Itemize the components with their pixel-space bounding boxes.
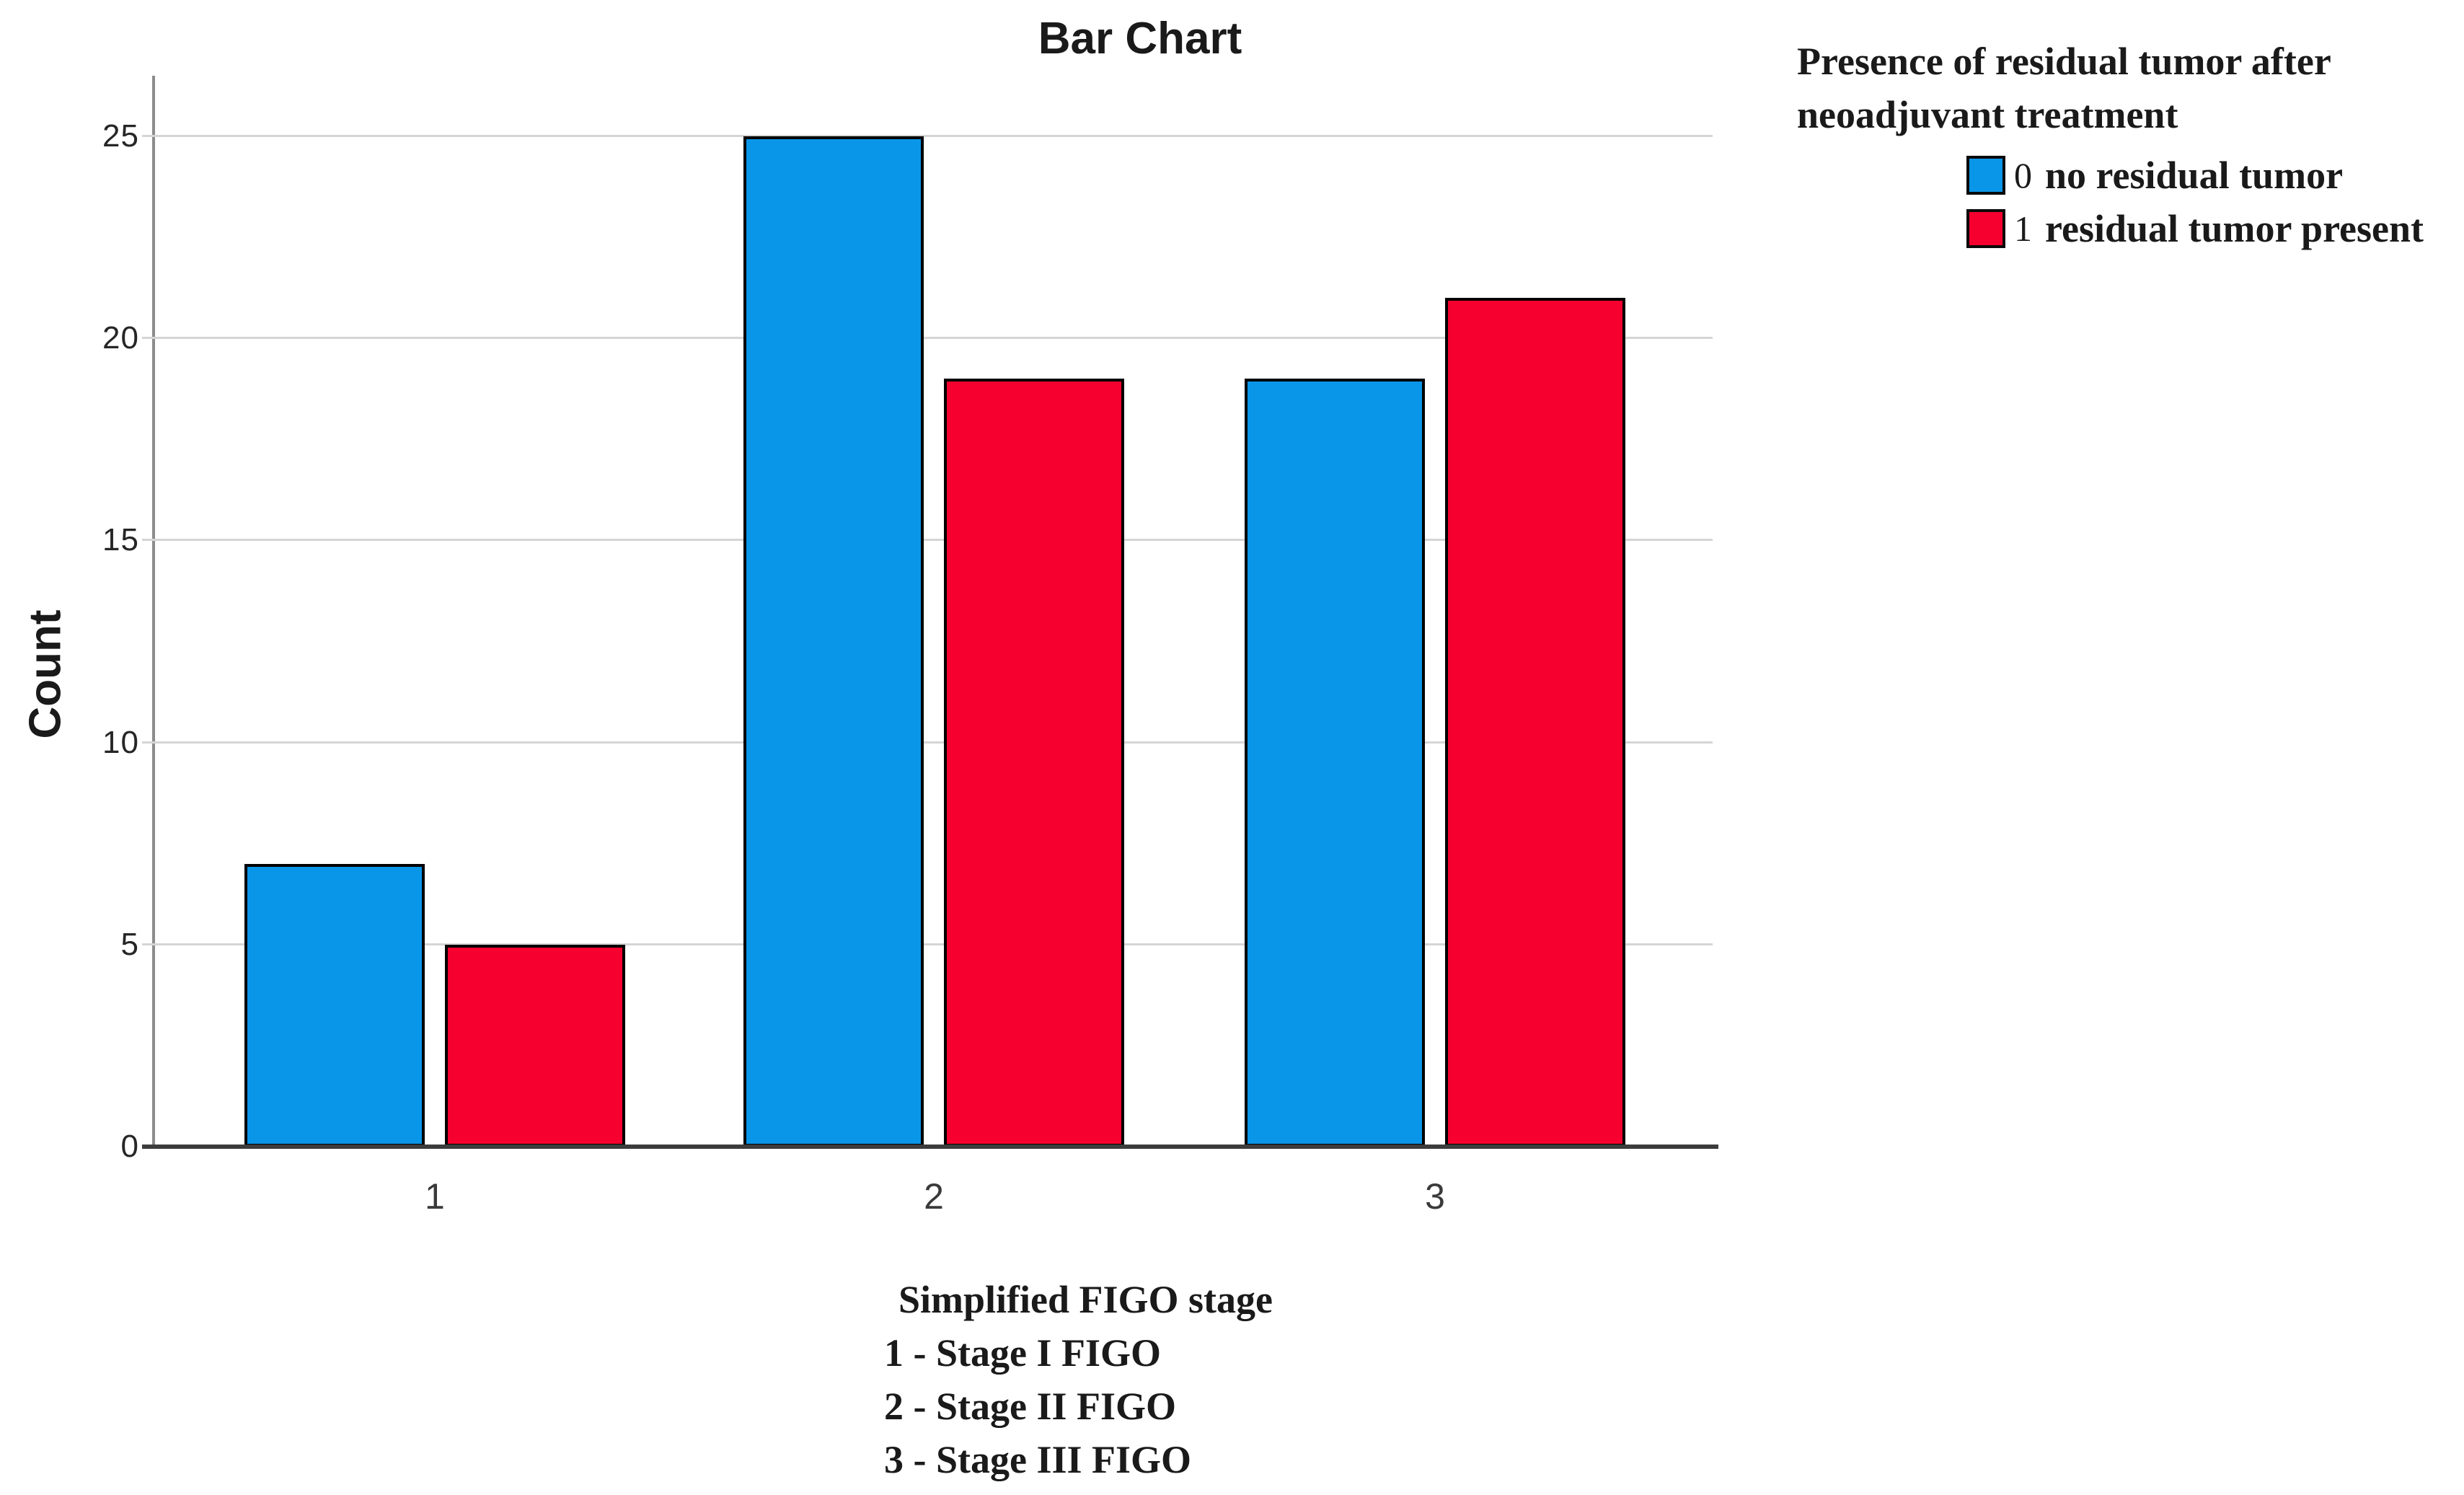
legend-swatch-blue-icon [1966,156,2005,195]
bar-stage1-series1 [444,945,625,1147]
y-tick-label-10: 10 [102,724,139,760]
legend-item-code: 1 [2014,208,2032,249]
chart-title: Bar Chart [1038,14,1242,63]
legend-items: 0 no residual tumor 1 residual tumor pre… [1797,153,2464,251]
x-tick-label-2: 2 [924,1176,944,1217]
y-tick-label-20: 20 [102,320,139,356]
y-tick-label-5: 5 [120,926,139,962]
y-tick-label-15: 15 [102,522,139,558]
gridline-10 [142,741,1713,744]
bar-stage2-series1 [944,379,1124,1147]
legend-item-residual-tumor-present: 1 residual tumor present [1966,206,2464,251]
gridline-20 [142,337,1713,340]
gridline-5 [142,943,1713,945]
x-tick-label-1: 1 [425,1176,445,1217]
legend: Presence of residual tumor after neoadju… [1797,35,2464,260]
legend-item-label: residual tumor present [2045,207,2424,250]
legend-title: Presence of residual tumor after neoadju… [1797,35,2464,141]
plot-area [142,76,1713,1147]
legend-title-line-1: Presence of residual tumor after [1797,40,2331,83]
x-axis-line [142,1145,1718,1149]
legend-title-line-2: neoadjuvant treatment [1797,93,2178,136]
bar-stage3-series1 [1445,298,1626,1147]
x-axis-footnotes: Simplified FIGO stage 1 - Stage I FIGO 2 -… [884,1273,1273,1486]
legend-item-no-residual-tumor: 0 no residual tumor [1966,153,2464,198]
gridline-15 [142,539,1713,542]
legend-swatch-red-icon [1966,209,2005,248]
bar-stage1-series0 [244,864,425,1147]
bar-stage3-series0 [1245,379,1426,1147]
legend-item-code: 0 [2014,155,2032,195]
y-tick-label-25: 25 [102,118,139,154]
footnote-line-1: 1 - Stage I FIGO [884,1331,1161,1375]
footnote-line-3: 3 - Stage III FIGO [884,1438,1192,1481]
footnote-line-2: 2 - Stage II FIGO [884,1385,1176,1428]
gridline-25 [142,135,1713,138]
legend-item-label: no residual tumor [2045,154,2344,197]
y-tick-label-0: 0 [120,1129,139,1164]
x-axis-label: Simplified FIGO stage [898,1278,1273,1321]
y-axis-line [152,76,155,1147]
x-tick-label-3: 3 [1425,1176,1445,1217]
bar-stage2-series0 [743,136,924,1147]
y-tick-labels: 0 5 10 15 20 25 [24,76,139,1164]
